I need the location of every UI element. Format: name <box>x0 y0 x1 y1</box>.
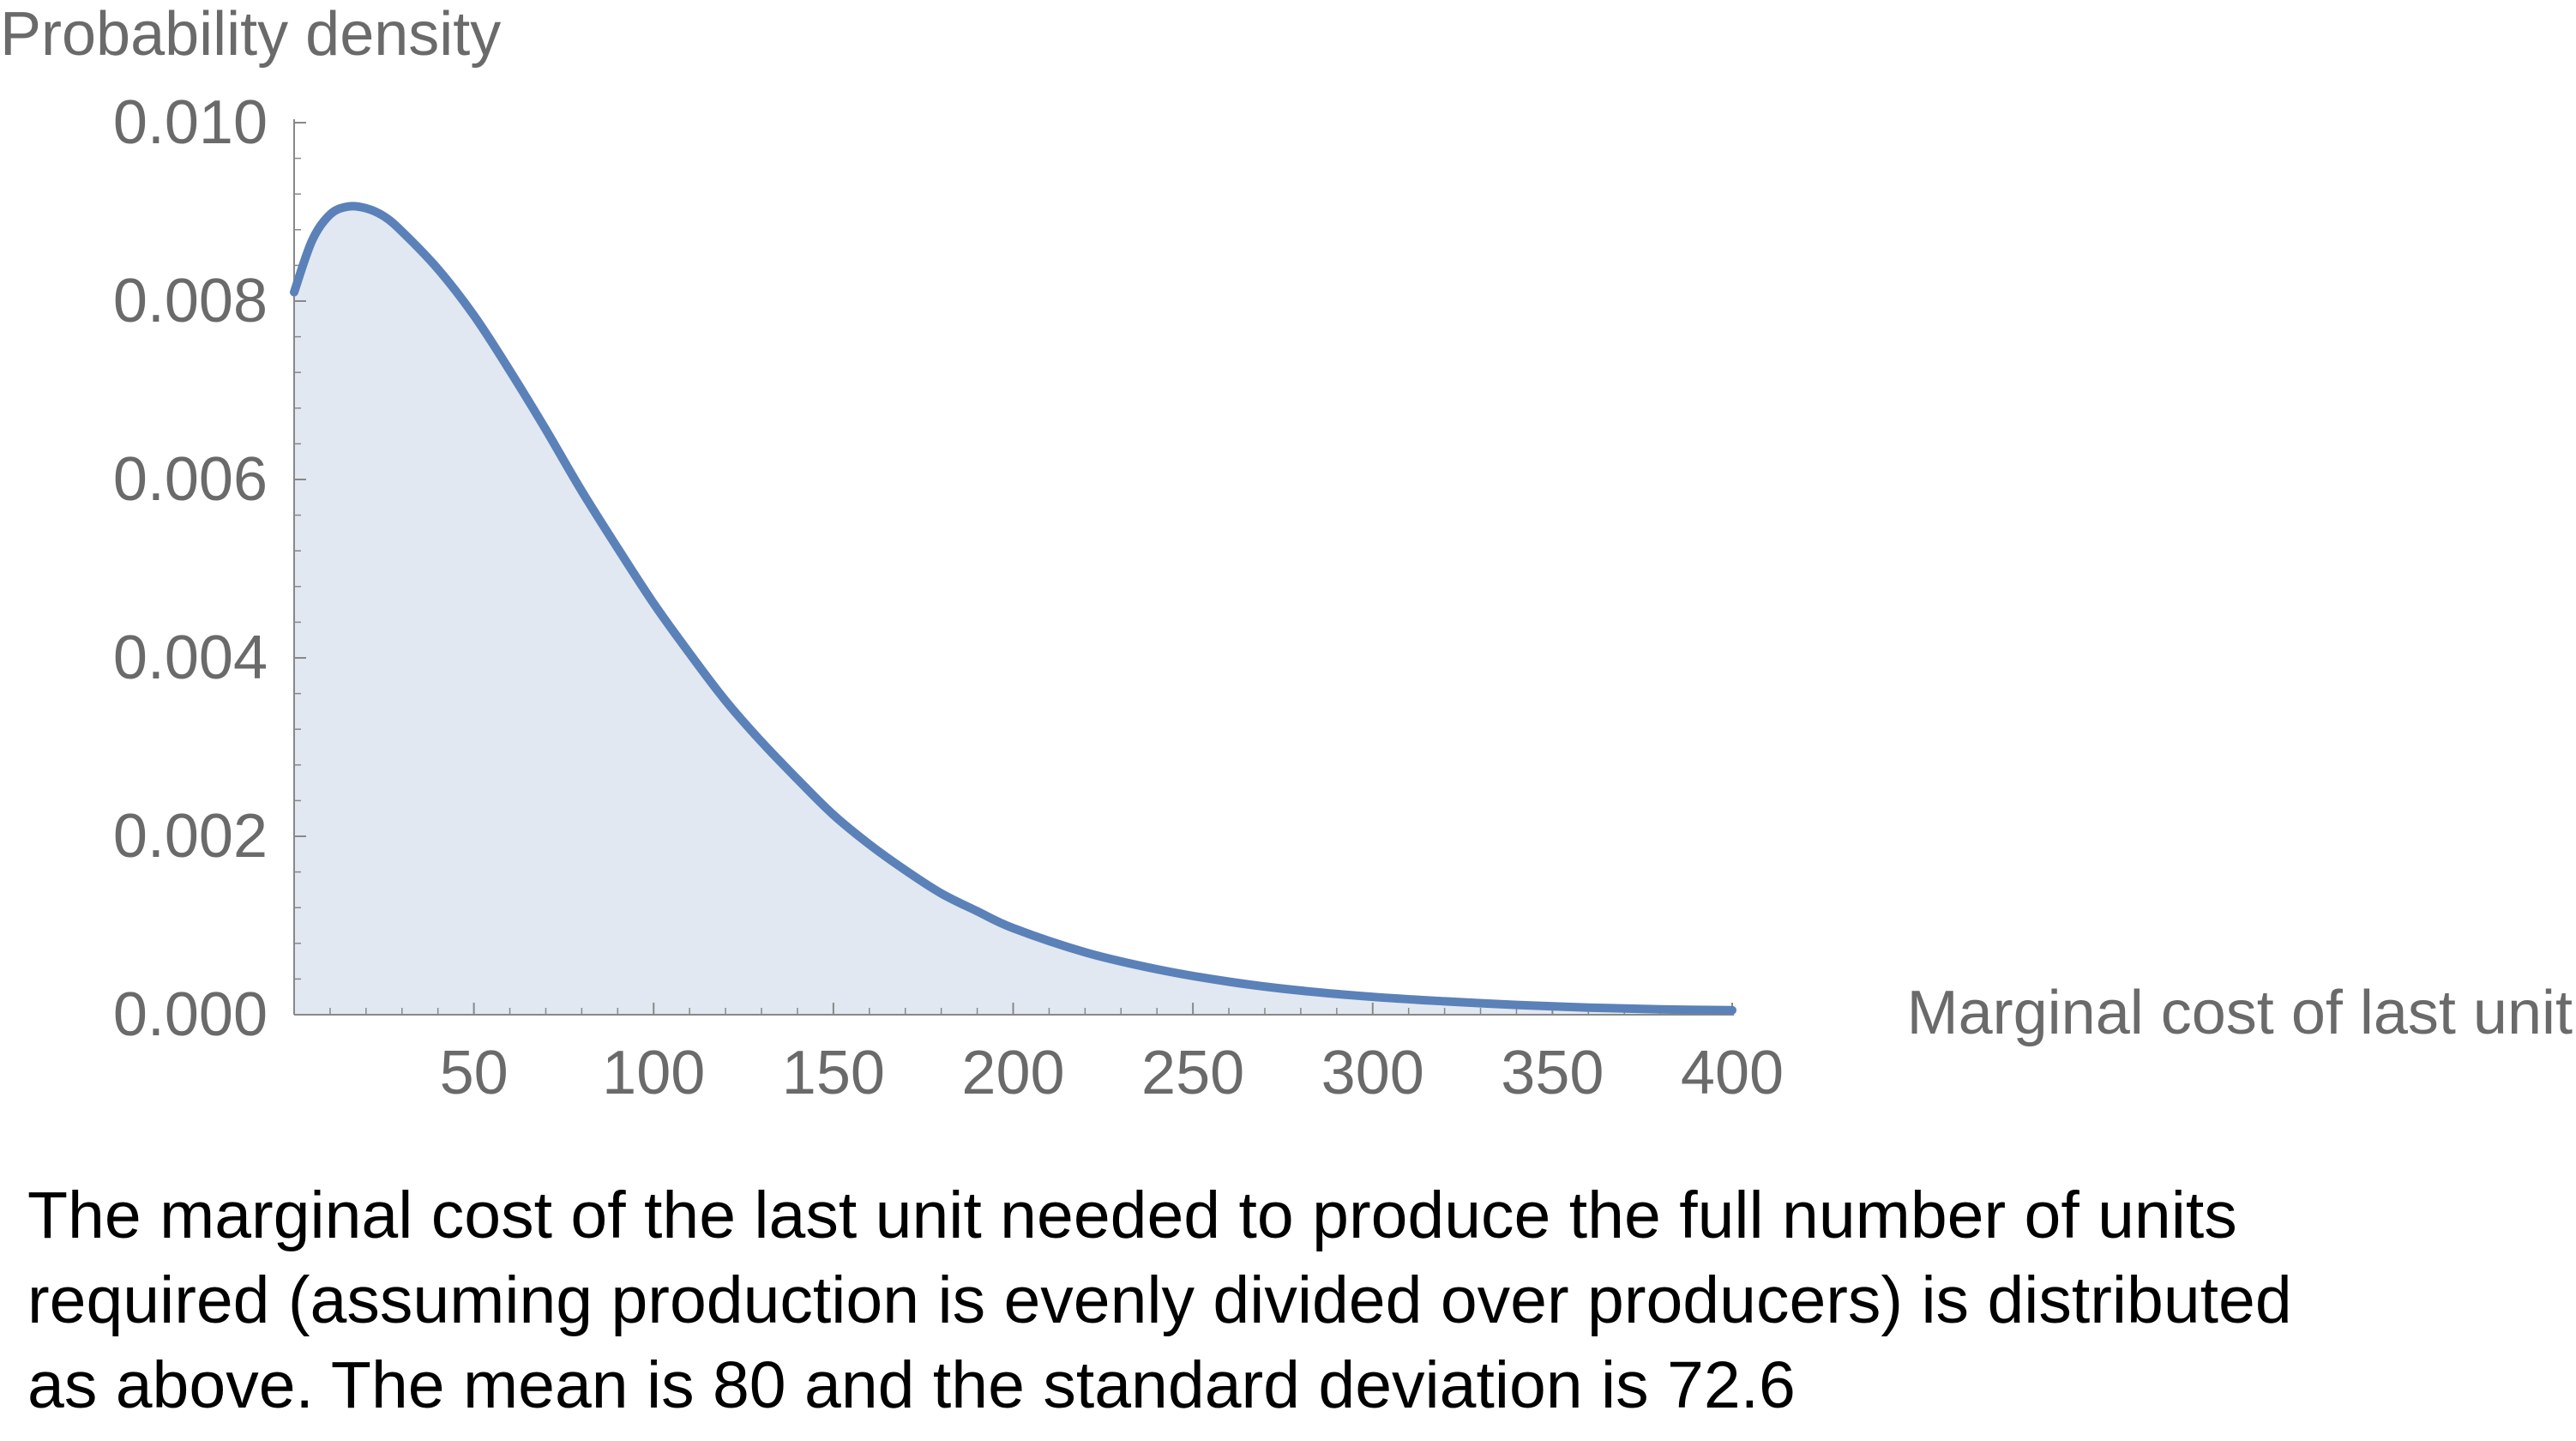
x-tick-label: 200 <box>961 1039 1064 1107</box>
x-tick-label: 150 <box>782 1039 885 1107</box>
x-tick-label: 400 <box>1681 1039 1784 1107</box>
density-curve <box>290 202 1736 1015</box>
x-tick-label: 50 <box>440 1039 509 1107</box>
y-tick-label: 0.002 <box>113 802 268 871</box>
caption-line: required (assuming production is evenly … <box>27 1263 2292 1337</box>
caption-line: as above. The mean is 80 and the standar… <box>27 1348 1796 1422</box>
x-tick-label: 350 <box>1501 1039 1604 1107</box>
figure-caption: The marginal cost of the last unit neede… <box>27 1173 2549 1428</box>
y-tick-label: 0.000 <box>113 980 268 1049</box>
plot-area: 0.000 0.002 0.004 0.006 0.008 0.010 50 100 150 20… <box>113 88 1784 1107</box>
y-axis-title: Probability density <box>0 0 501 69</box>
x-tick-label: 100 <box>602 1039 705 1107</box>
caption-line: The marginal cost of the last unit neede… <box>27 1179 2237 1252</box>
y-tick-label: 0.008 <box>113 267 268 335</box>
density-area <box>294 206 1732 1015</box>
x-axis-title: Marginal cost of last unit <box>1907 979 2573 1047</box>
chart: 0.000 0.002 0.004 0.006 0.008 0.010 50 100 150 20… <box>0 0 2573 1107</box>
y-tick-label: 0.006 <box>113 445 268 514</box>
y-tick-label: 0.004 <box>113 624 268 692</box>
y-tick-label: 0.010 <box>113 88 268 157</box>
x-tick-label: 300 <box>1321 1039 1424 1107</box>
x-tick-label: 250 <box>1141 1039 1244 1107</box>
